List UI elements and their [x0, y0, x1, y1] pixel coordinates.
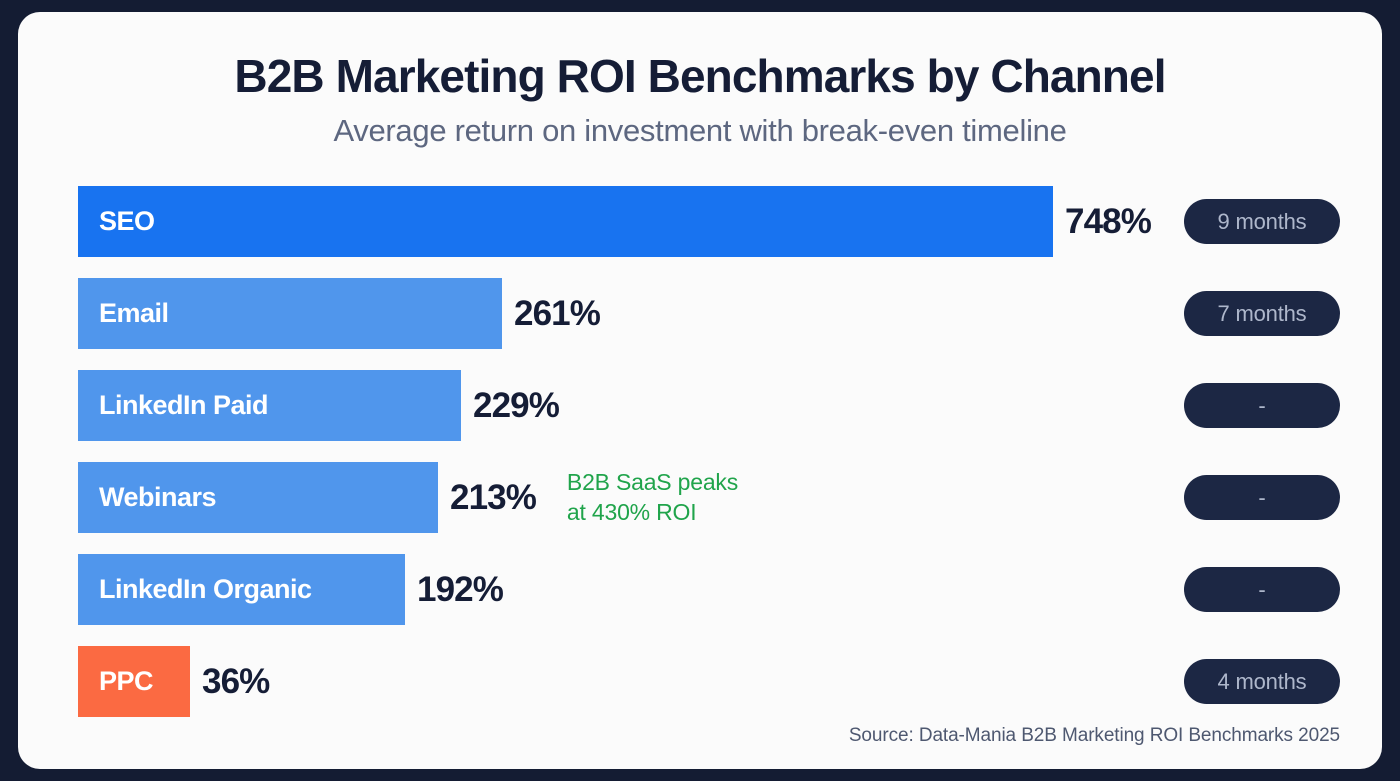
bar-category-label: Webinars: [99, 482, 217, 512]
break-even-badge: 7 months: [1184, 291, 1340, 336]
bar-value-label: 36%: [202, 661, 270, 701]
bar-value-label: 261%: [514, 293, 601, 333]
bar-row: LinkedIn Paid 229% -: [18, 359, 1382, 451]
bar-category-label: Email: [99, 298, 169, 328]
bar-group: SEO 748%: [78, 186, 1152, 257]
bar-row: Email 261% 7 months: [18, 267, 1382, 359]
chart-subtitle: Average return on investment with break-…: [333, 112, 1067, 148]
bar-group: Webinars 213% B2B SaaS peaks at 430% ROI: [78, 462, 738, 533]
break-even-badge: -: [1184, 383, 1340, 428]
bar: Email: [78, 278, 502, 349]
bar-value-label: 229%: [473, 385, 560, 425]
bar-group: LinkedIn Paid 229%: [78, 370, 560, 441]
bar-group: LinkedIn Organic 192%: [78, 554, 504, 625]
bar: LinkedIn Organic: [78, 554, 405, 625]
bar-value-label: 213%: [450, 477, 537, 517]
bar: SEO: [78, 186, 1053, 257]
bar-category-label: SEO: [99, 206, 155, 236]
bar: Webinars: [78, 462, 438, 533]
bar-value-label: 748%: [1065, 201, 1152, 241]
bar: LinkedIn Paid: [78, 370, 461, 441]
bar-category-label: PPC: [99, 666, 154, 696]
bar-group: Email 261%: [78, 278, 601, 349]
bar-value-label: 192%: [417, 569, 504, 609]
bar: PPC: [78, 646, 190, 717]
bar-row: LinkedIn Organic 192% -: [18, 543, 1382, 635]
bar-row: PPC 36% 4 months: [18, 635, 1382, 727]
bar-row: Webinars 213% B2B SaaS peaks at 430% ROI -: [18, 451, 1382, 543]
chart-header: B2B Marketing ROI Benchmarks by Channel …: [18, 12, 1382, 148]
page-title: B2B Marketing ROI Benchmarks by Channel: [234, 50, 1166, 102]
break-even-badge: -: [1184, 475, 1340, 520]
bar-category-label: LinkedIn Organic: [99, 574, 312, 604]
break-even-badge: 9 months: [1184, 199, 1340, 244]
bar-row: SEO 748% 9 months: [18, 175, 1382, 267]
bar-category-label: LinkedIn Paid: [99, 390, 269, 420]
break-even-badge: -: [1184, 567, 1340, 612]
source-attribution: Source: Data-Mania B2B Marketing ROI Ben…: [848, 725, 1340, 746]
chart-annotation: B2B SaaS peaks at 430% ROI: [566, 469, 739, 525]
infographic-card: B2B Marketing ROI Benchmarks by Channel …: [18, 12, 1382, 769]
bar-chart-rows: SEO 748% 9 months Email 261% 7 months LinkedIn…: [18, 175, 1382, 727]
bar-group: PPC 36%: [78, 646, 270, 717]
break-even-badge: 4 months: [1184, 659, 1340, 704]
